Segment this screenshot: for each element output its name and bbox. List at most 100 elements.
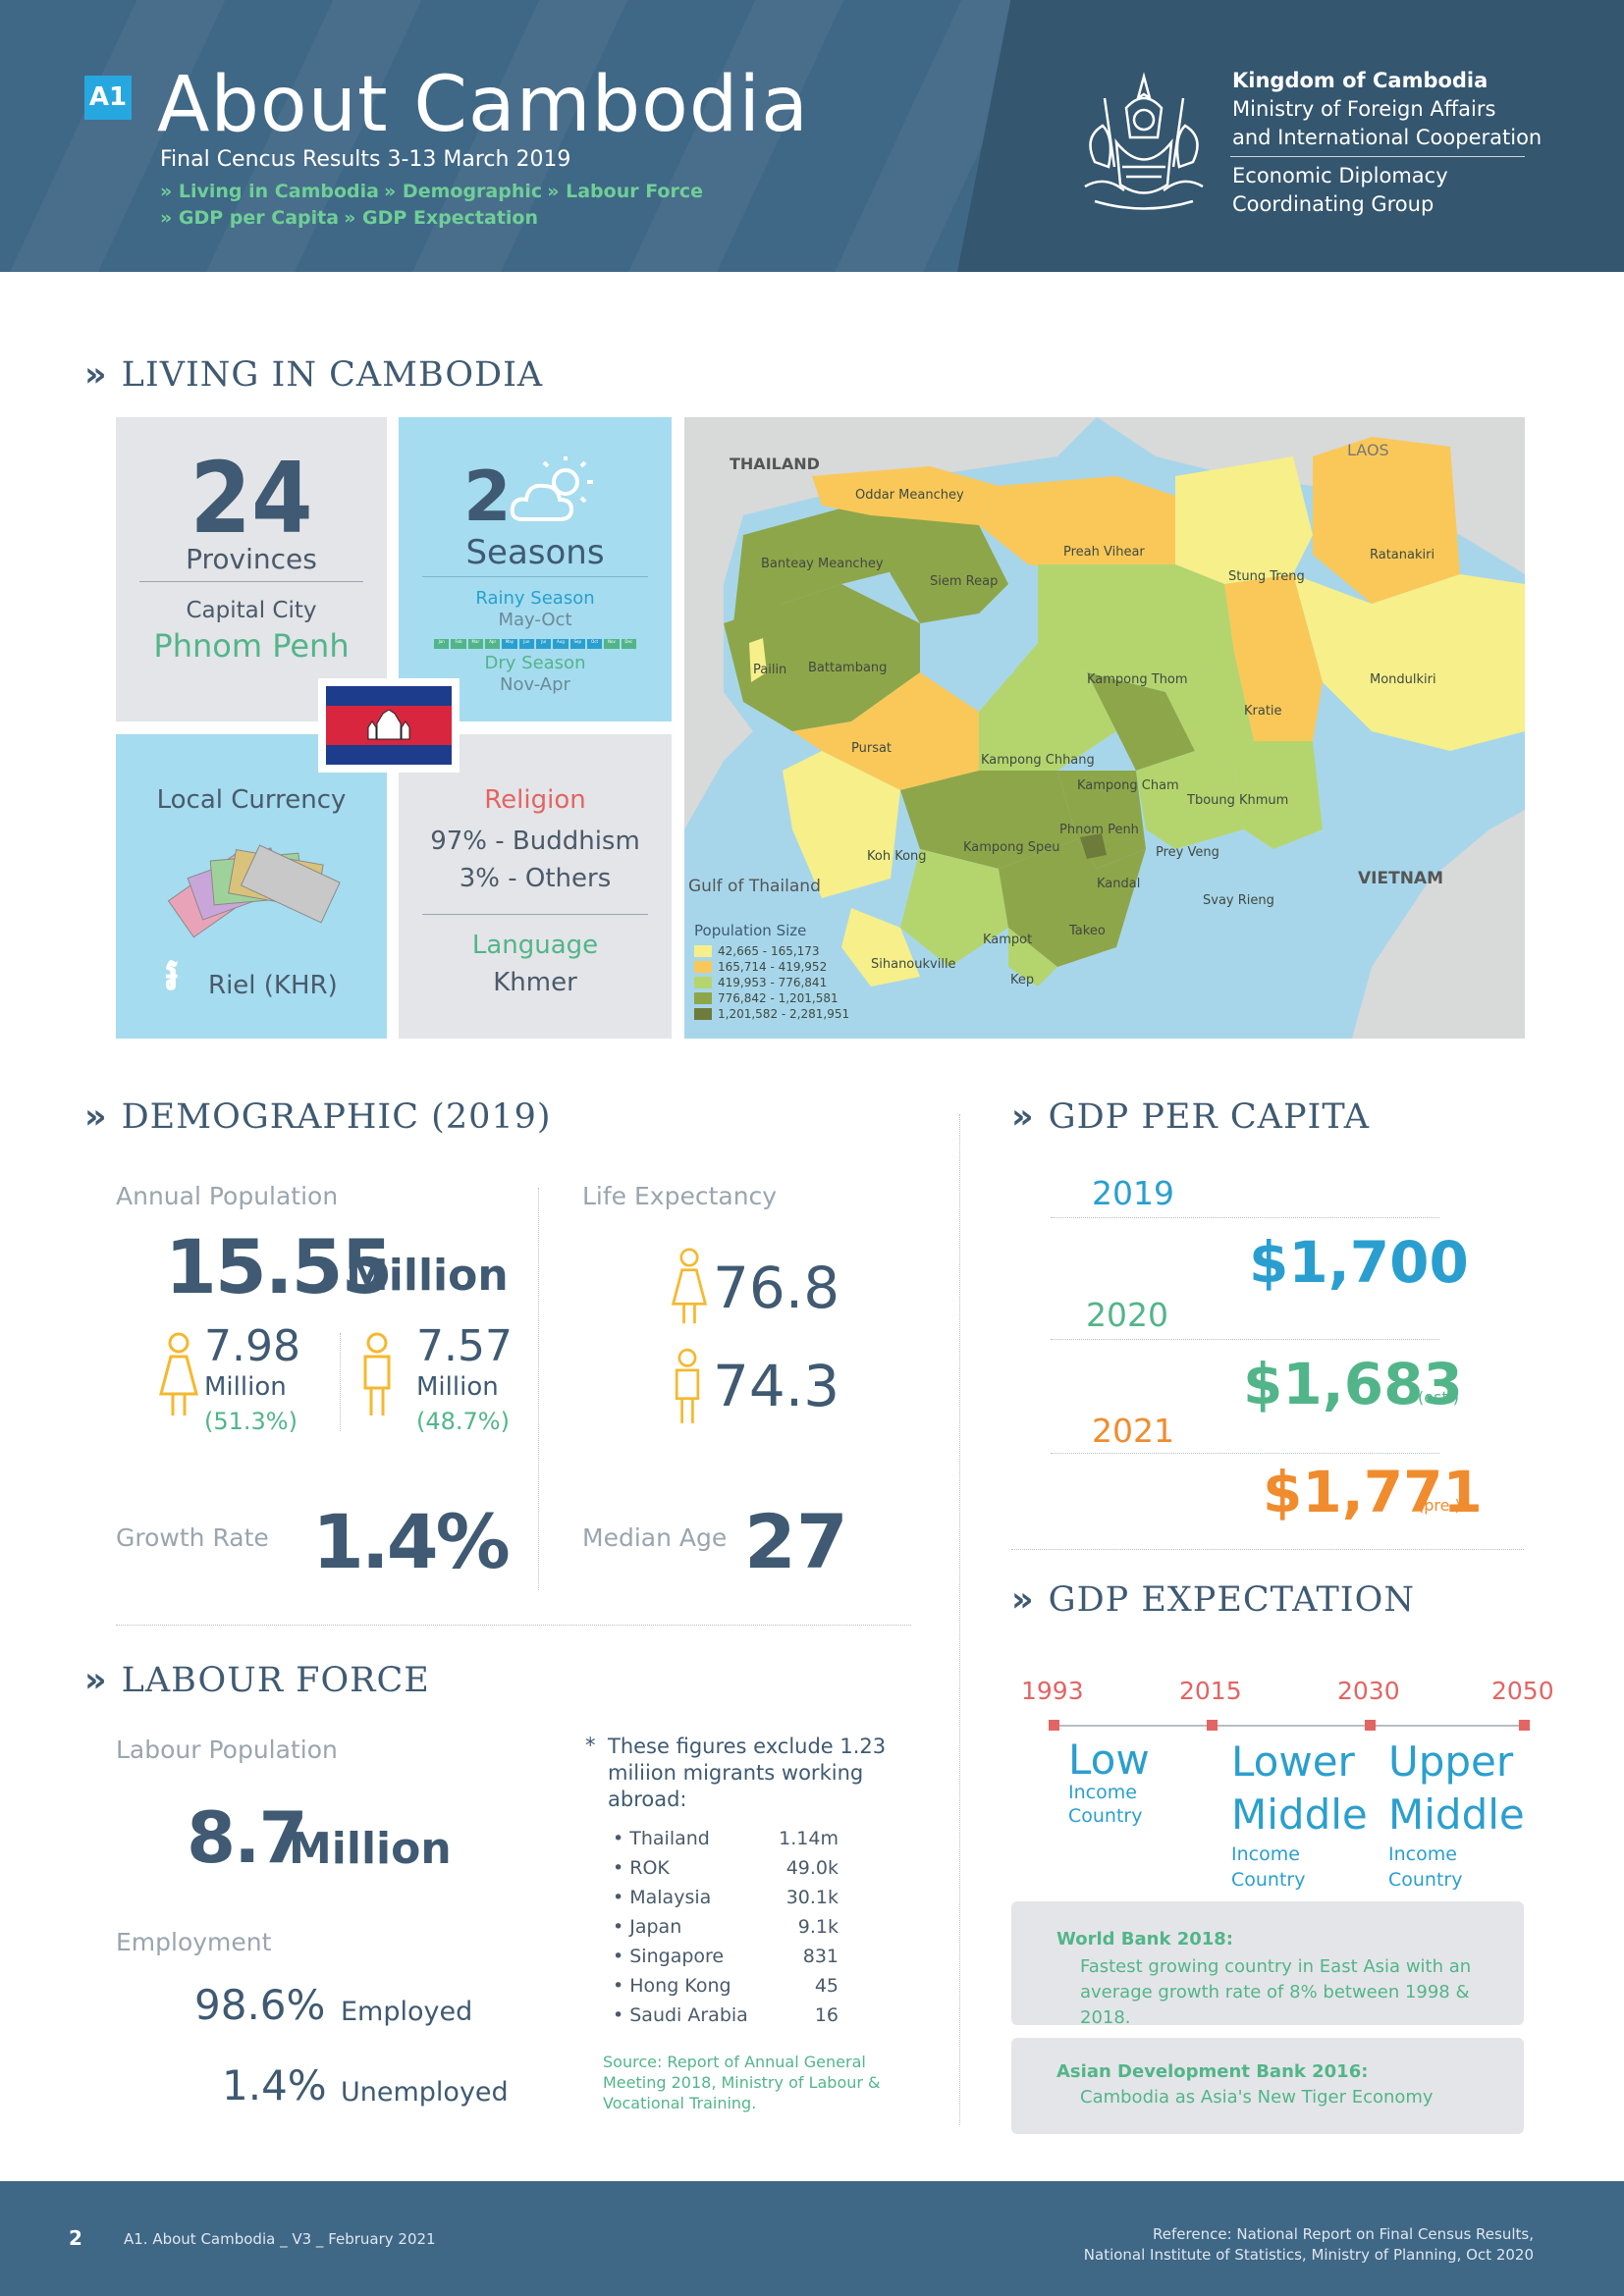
legend-label: 776,842 - 1,201,581: [718, 991, 839, 1005]
note-asterisk: *: [585, 1734, 596, 1757]
seasons-label: Seasons: [465, 533, 605, 572]
stage-lower-middle-title: Lower Middle: [1231, 1737, 1368, 1839]
migrant-country: • Japan: [613, 1916, 682, 1938]
month-jul: Jul: [535, 639, 552, 649]
map-province-label: Oddar Meanchey: [855, 488, 964, 503]
growth-rate-label: Growth Rate: [116, 1523, 269, 1552]
gdp-value-2019: $1,700: [1249, 1229, 1469, 1296]
map-province-label: Mondulkiri: [1370, 672, 1436, 687]
weather-icon: [510, 456, 593, 521]
legend-item: 42,665 - 165,173: [694, 943, 849, 959]
banknotes-icon: [167, 844, 341, 938]
gdp-suffix-2020: (est.): [1418, 1388, 1460, 1407]
timeline-line: [1053, 1725, 1526, 1727]
timeline-marker: [1049, 1720, 1059, 1731]
male-pop-pct: (48.7%): [416, 1408, 510, 1435]
map-province-label: Svay Rieng: [1203, 893, 1274, 908]
page-title: About Cambodia: [157, 61, 809, 149]
migrant-country: • ROK: [613, 1857, 670, 1879]
language-value: Khmer: [493, 968, 577, 997]
stage-low-sub: Income Country: [1068, 1782, 1143, 1827]
male-pop-unit: Million: [416, 1372, 499, 1402]
migrant-row: • Singapore 831: [613, 1946, 839, 1975]
female-icon: [159, 1332, 198, 1415]
legend-label: 1,201,582 - 2,281,951: [718, 1007, 850, 1021]
provinces-label: Provinces: [186, 543, 317, 575]
growth-rate-value: 1.4%: [312, 1498, 511, 1585]
annual-pop-value: 15.55: [165, 1223, 393, 1310]
migrant-country: • Thailand: [613, 1828, 710, 1849]
footer-reference: Reference: National Report on Final Cens…: [1083, 2225, 1534, 2264]
legend-swatch: [694, 945, 712, 957]
org-divider: [1230, 156, 1525, 157]
migrant-row: • ROK 49.0k: [613, 1857, 839, 1887]
gdp-suffix-2021: (pre.): [1418, 1496, 1461, 1515]
provinces-count: 24: [189, 441, 313, 556]
stage-upper-middle-sub: Income Country: [1388, 1843, 1463, 1891]
map-province-label: Phnom Penh: [1059, 823, 1139, 837]
month-apr: Apr: [484, 639, 501, 649]
migrant-country: • Malaysia: [613, 1887, 712, 1908]
map-province-label: Sihanoukville: [871, 957, 956, 972]
migrant-row: • Hong Kong 45: [613, 1975, 839, 2004]
map-province-label: Pailin: [753, 663, 787, 677]
timeline-2015: 2015: [1179, 1677, 1242, 1705]
nav-link-gdp-expectation[interactable]: » GDP Expectation: [344, 207, 539, 229]
language-label: Language: [471, 931, 599, 960]
stage-upper-middle-title: Upper Middle: [1388, 1737, 1525, 1839]
page-number: 2: [69, 2226, 82, 2250]
nav-link-labour[interactable]: » Labour Force: [547, 181, 703, 202]
migrant-count: 1.14m: [779, 1828, 839, 1849]
doc-version: A1. About Cambodia _ V3 _ February 2021: [124, 2230, 436, 2248]
org-group-2: Coordinating Group: [1232, 192, 1435, 216]
dry-months: Nov-Apr: [500, 674, 570, 695]
annual-pop-label: Annual Population: [116, 1182, 339, 1210]
seasons-count: 2: [463, 456, 512, 537]
map-province-label: Preah Vihear: [1063, 545, 1145, 560]
map-province-label: Kampong Cham: [1077, 778, 1179, 793]
rainy-months: May-Oct: [498, 610, 572, 630]
map-province-label: Tboung Khmum: [1187, 793, 1289, 808]
month-strip: Jan Feb Mar Apr May Jun Jul Aug Sep Oct …: [434, 639, 636, 649]
median-age-label: Median Age: [582, 1523, 728, 1552]
nav-link-demographic[interactable]: » Demographic: [384, 181, 543, 202]
map-province-label: Kep: [1010, 973, 1035, 988]
migrant-row: • Malaysia 30.1k: [613, 1887, 839, 1916]
map-province-label: Kampong Chhang: [981, 753, 1095, 768]
female-pop-unit: Million: [204, 1372, 287, 1402]
migrant-count: 30.1k: [785, 1887, 839, 1908]
timeline-marker: [1519, 1720, 1530, 1731]
legend-item: 776,842 - 1,201,581: [694, 990, 849, 1006]
nav-link-living[interactable]: » Living in Cambodia: [160, 181, 379, 202]
rainy-label: Rainy Season: [475, 588, 595, 609]
legend-label: 165,714 - 419,952: [718, 960, 828, 974]
month-feb: Feb: [451, 639, 466, 649]
labour-pop-value: 8.7: [187, 1796, 308, 1879]
heading-living: » LIVING IN CAMBODIA: [84, 355, 544, 395]
map-province-label: Kandal: [1097, 877, 1141, 891]
migrant-country: • Saudi Arabia: [613, 2004, 748, 2026]
cambodia-flag-icon: [318, 678, 460, 773]
map-province-label: Stung Treng: [1228, 569, 1305, 584]
legend-item: 419,953 - 776,841: [694, 975, 849, 990]
heading-demographic: » DEMOGRAPHIC (2019): [84, 1097, 552, 1137]
page-subtitle: Final Cencus Results 3-13 March 2019: [160, 147, 571, 172]
nav-link-gdp-per-capita[interactable]: » GDP per Capita: [160, 207, 340, 229]
timeline-2030: 2030: [1337, 1677, 1400, 1705]
month-jun: Jun: [518, 639, 534, 649]
stage-low-title: Low: [1068, 1735, 1150, 1784]
map-province-label: Prey Veng: [1156, 845, 1219, 860]
org-kingdom: Kingdom of Cambodia: [1232, 69, 1489, 92]
male-icon: [363, 1332, 391, 1415]
unemployed-value: 1.4%: [222, 2061, 327, 2109]
labour-source: Source: Report of Annual General Meeting…: [603, 2053, 881, 2112]
migrant-country: • Singapore: [613, 1946, 725, 1967]
world-bank-text: Fastest growing country in East Asia wit…: [1080, 1956, 1472, 2028]
median-age-value: 27: [744, 1498, 848, 1585]
legend-item: 1,201,582 - 2,281,951: [694, 1006, 849, 1022]
gdp-year-2019: 2019: [1092, 1174, 1174, 1212]
tile-provinces: 24 Provinces Capital City Phnom Penh: [116, 417, 387, 721]
legend-swatch: [694, 1008, 712, 1020]
religion-label: Religion: [484, 785, 586, 815]
adb-title: Asian Development Bank 2016:: [1056, 2061, 1369, 2082]
